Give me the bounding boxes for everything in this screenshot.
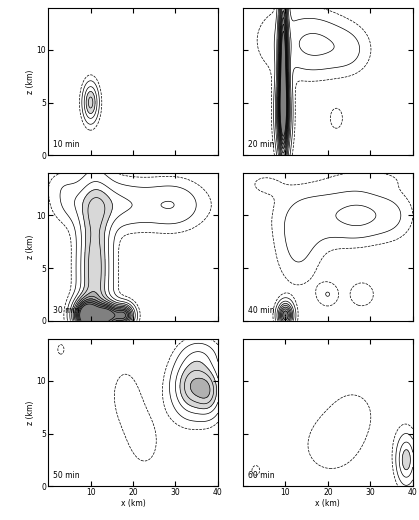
Y-axis label: z (km): z (km) (26, 400, 35, 425)
Text: 40 min: 40 min (248, 306, 275, 315)
Text: 50 min: 50 min (53, 471, 80, 480)
Text: 20 min: 20 min (248, 140, 274, 149)
X-axis label: x (km): x (km) (316, 499, 340, 508)
Text: 30 min: 30 min (53, 306, 80, 315)
Text: 10 min: 10 min (53, 140, 80, 149)
Text: 60 min: 60 min (248, 471, 275, 480)
Y-axis label: z (km): z (km) (26, 69, 35, 94)
X-axis label: x (km): x (km) (121, 499, 145, 508)
Y-axis label: z (km): z (km) (26, 235, 35, 259)
